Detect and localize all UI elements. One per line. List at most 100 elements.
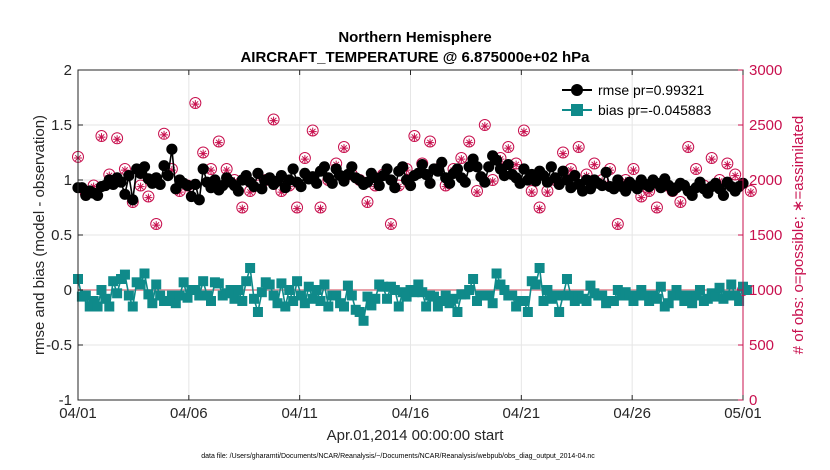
bias-point xyxy=(119,269,130,280)
bias-point xyxy=(299,298,310,309)
bias-point xyxy=(370,293,381,304)
bias-point xyxy=(612,285,623,295)
bias-point xyxy=(667,290,678,301)
obs-possible-point xyxy=(611,218,624,230)
obs-assimilated-point xyxy=(152,221,161,230)
x-axis-ticks: 04/01 04/06 04/11 04/16 04/21 04/26 05/01 xyxy=(59,70,762,422)
bias-point xyxy=(151,279,162,290)
bias-point xyxy=(96,285,107,295)
bias-point xyxy=(323,301,334,312)
bias-point xyxy=(651,293,662,304)
obs-possible-point xyxy=(729,168,742,181)
bias-point xyxy=(100,293,111,304)
bias-point xyxy=(472,296,482,306)
bias-point xyxy=(292,276,303,287)
y-right-tick-label: 0 xyxy=(749,392,757,409)
chart-title: Northern Hemisphere xyxy=(338,29,491,46)
bias-point xyxy=(135,279,146,290)
obs-possible-point xyxy=(212,135,225,148)
bias-point xyxy=(542,285,553,295)
bias-point xyxy=(640,290,651,301)
bias-point xyxy=(632,290,643,301)
bias-point xyxy=(170,298,181,309)
bias-point xyxy=(174,290,185,301)
obs-assimilated-point xyxy=(136,182,145,191)
rmse-point xyxy=(451,163,464,175)
obs-assimilated-point xyxy=(214,138,223,147)
obs-assimilated-point xyxy=(692,166,701,175)
rmse-point xyxy=(717,189,730,201)
obs-assimilated-point xyxy=(144,193,153,202)
obs-assimilated-point xyxy=(160,130,169,139)
obs-assimilated-point xyxy=(199,149,208,158)
obs-possible-point xyxy=(150,218,163,230)
rmse-point xyxy=(256,183,268,195)
bias-point xyxy=(233,285,244,295)
y-right-tick-label: 1500 xyxy=(749,227,782,244)
y-tick-label: 0 xyxy=(64,282,72,299)
bias-point xyxy=(628,296,639,306)
bias-point xyxy=(303,281,314,292)
obs-assimilated-point xyxy=(316,204,325,213)
bias-point xyxy=(554,307,565,317)
obs-possible-point xyxy=(682,141,695,153)
obs-possible-point xyxy=(525,185,538,197)
obs-assimilated-point xyxy=(559,149,568,158)
obs-possible-point xyxy=(588,157,601,170)
bias-point xyxy=(198,276,209,287)
obs-possible-point xyxy=(158,127,171,140)
bias-point xyxy=(440,290,451,301)
bias-point xyxy=(378,281,389,292)
rmse-point xyxy=(209,174,221,186)
bias-point xyxy=(452,307,463,317)
bias-point xyxy=(155,290,166,301)
obs-assimilated-point xyxy=(535,204,544,213)
obs-assimilated-point xyxy=(684,144,693,153)
bias-point xyxy=(655,281,666,292)
obs-possible-point xyxy=(291,201,304,214)
bias-point xyxy=(319,279,330,290)
rmse-point xyxy=(545,161,557,173)
obs-assimilated-point xyxy=(457,155,466,164)
y-tick-label: 2 xyxy=(64,62,72,79)
bias-point xyxy=(710,291,721,302)
rmse-point xyxy=(502,159,514,171)
obs-assimilated-point xyxy=(512,160,521,169)
obs-assimilated-point xyxy=(473,188,481,197)
y-tick-label: 1.5 xyxy=(51,117,72,134)
y-right-tick-label: 3000 xyxy=(749,62,782,79)
bias-point xyxy=(432,301,443,312)
bias-point xyxy=(436,296,447,306)
bias-point xyxy=(331,290,342,301)
x-axis-label: Apr.01,2014 00:00:00 start xyxy=(327,427,505,444)
bias-point xyxy=(241,276,252,287)
bias-point xyxy=(636,285,647,295)
rmse-point xyxy=(193,194,205,206)
rmse-point xyxy=(232,185,244,197)
chart-subtitle: AIRCRAFT_TEMPERATURE @ 6.875000e+02 hPa xyxy=(240,49,590,66)
bias-point xyxy=(644,296,655,306)
y-axis-ticks: -1 -0.5 0 0.5 1 1.5 2 xyxy=(46,62,83,409)
obs-assimilated-point xyxy=(113,135,122,144)
bias-point xyxy=(143,289,154,300)
bias-point xyxy=(694,285,705,295)
bias-point xyxy=(307,293,318,304)
bias-point xyxy=(256,287,267,298)
obs-possible-point xyxy=(306,124,319,137)
bias-point xyxy=(561,274,572,284)
bias-point xyxy=(518,296,529,306)
bias-point xyxy=(507,290,518,301)
obs-assimilated-point xyxy=(167,166,176,175)
obs-assimilated-point xyxy=(574,144,583,153)
bias-point xyxy=(401,291,412,302)
bias-point xyxy=(511,301,522,312)
bias-point xyxy=(671,285,682,295)
bias-point xyxy=(123,290,134,301)
obs-assimilated-point xyxy=(293,204,302,213)
obs-assimilated-point xyxy=(120,166,129,175)
x-tick-label: 04/16 xyxy=(392,405,430,422)
rmse-point xyxy=(91,189,104,201)
rmse-point xyxy=(557,165,569,177)
rmse-point xyxy=(389,182,401,194)
rmse-point xyxy=(295,181,307,193)
